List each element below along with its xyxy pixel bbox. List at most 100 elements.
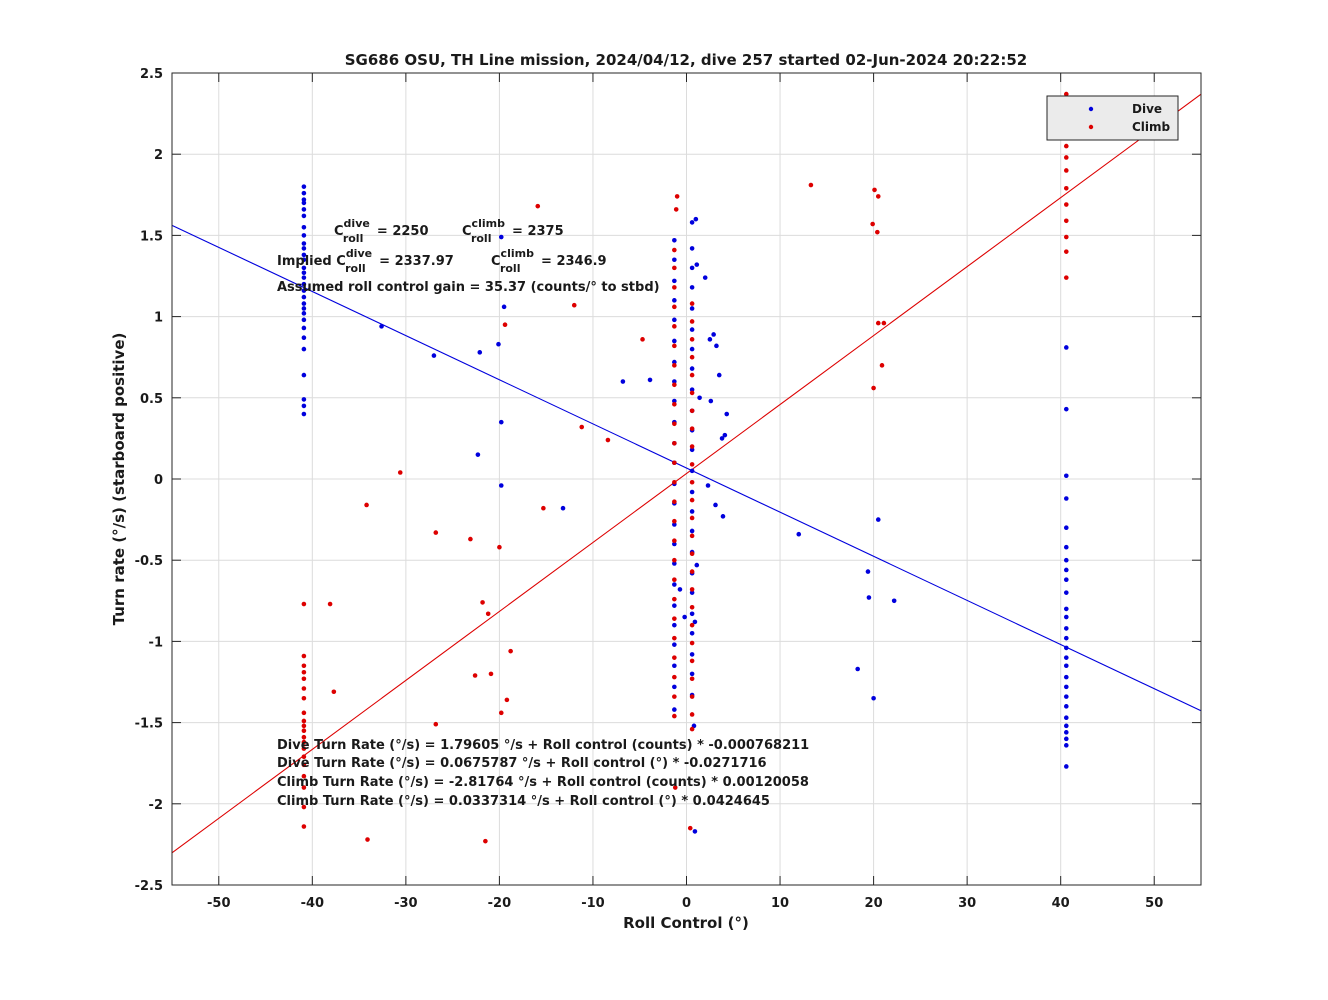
climb-point — [535, 203, 541, 209]
legend-climb-marker — [1088, 124, 1094, 130]
climb-point — [327, 601, 333, 607]
dive-point — [875, 517, 881, 522]
climb-point — [1063, 202, 1069, 207]
dive-point — [871, 695, 876, 701]
climb-point — [672, 518, 677, 524]
climb-point — [672, 616, 677, 621]
data-points — [301, 91, 1069, 844]
dive-point — [716, 372, 722, 378]
climb-point — [605, 437, 611, 443]
dive-point — [379, 324, 384, 329]
dive-point — [689, 246, 695, 251]
dive-point — [1063, 674, 1069, 680]
climb-point — [301, 663, 307, 669]
dive-point — [301, 270, 307, 276]
climb-point — [672, 713, 677, 719]
dive-point — [722, 432, 728, 438]
dive-point — [301, 288, 307, 293]
dive-point — [1063, 345, 1069, 350]
fit-equations: Dive Turn Rate (°/s) = 1.79605 °/s + Rol… — [277, 738, 809, 809]
dive-point — [689, 265, 695, 271]
climb-point — [672, 304, 677, 310]
climb-point — [808, 182, 814, 188]
climb-point — [301, 773, 307, 779]
dive-point — [301, 252, 307, 258]
dive-point — [672, 317, 677, 323]
dive-point — [689, 611, 695, 617]
x-tick-label: 40 — [1052, 896, 1070, 911]
dive-point — [620, 379, 626, 384]
dive-point — [301, 301, 307, 306]
climb-point — [485, 611, 491, 617]
dive-point — [672, 622, 677, 628]
climb-point — [672, 265, 677, 271]
dive-point — [301, 200, 307, 206]
climb-point — [301, 785, 307, 790]
dive-point — [672, 338, 677, 344]
x-tick-label: 10 — [771, 896, 789, 911]
dive-point — [301, 294, 307, 300]
climb-point — [571, 302, 577, 308]
climb-point — [364, 502, 369, 508]
legend-dive-label: Dive — [1132, 102, 1162, 116]
y-tick-label: 1.5 — [140, 229, 163, 244]
climb-point — [689, 694, 695, 699]
climb-point — [498, 710, 504, 716]
y-tick-label: 0.5 — [140, 392, 163, 407]
dive-point — [672, 257, 677, 263]
equation-dive-degrees: Dive Turn Rate (°/s) = 0.0675787 °/s + R… — [277, 756, 767, 771]
climb-point — [689, 551, 695, 557]
dive-point — [672, 561, 677, 566]
climb-point — [1063, 234, 1069, 240]
dive-point — [689, 447, 695, 453]
climb-point — [689, 569, 695, 574]
dive-point — [672, 684, 677, 690]
climb-point — [301, 695, 307, 701]
dive-point — [301, 325, 307, 331]
climb-point — [397, 470, 403, 475]
dive-point — [301, 190, 307, 196]
climb-point — [331, 689, 337, 695]
implied-prefix: Implied — [277, 254, 332, 269]
climb-point — [689, 726, 695, 732]
climb-point — [1063, 218, 1069, 224]
climb-point — [301, 653, 307, 659]
dive-series — [301, 184, 1069, 834]
climb-point — [301, 734, 307, 740]
climb-point — [879, 363, 885, 368]
dive-point — [689, 387, 695, 392]
climb-point — [472, 673, 478, 678]
dive-point — [689, 590, 695, 595]
chart-title: SG686 OSU, TH Line mission, 2024/04/12, … — [345, 51, 1028, 69]
dive-point — [1063, 645, 1069, 651]
dive-point — [1063, 590, 1069, 595]
dive-point — [693, 216, 699, 222]
dive-point — [689, 285, 695, 290]
climb-point — [301, 723, 307, 729]
climb-point — [689, 426, 695, 431]
climb-point — [579, 424, 585, 430]
climb-point — [689, 712, 695, 717]
climb-point — [672, 247, 677, 253]
dive-point — [694, 262, 700, 267]
dive-point — [1063, 655, 1069, 660]
climb-point — [672, 479, 677, 485]
climb-point — [872, 187, 877, 193]
dive-point — [672, 663, 677, 669]
climb-point — [672, 401, 677, 407]
dive-point — [689, 366, 695, 371]
dive-point — [1063, 544, 1069, 550]
equation-climb-degrees: Climb Turn Rate (°/s) = 0.0337314 °/s + … — [277, 794, 770, 809]
c-climb-value: 2375 — [527, 224, 563, 239]
x-tick-label: -50 — [207, 896, 231, 911]
dive-point — [865, 569, 871, 574]
climb-point — [502, 322, 508, 328]
dive-point — [501, 304, 507, 310]
dive-point — [301, 213, 307, 219]
dive-point — [301, 403, 307, 409]
c-dive-value: 2250 — [392, 224, 428, 239]
climb-point — [433, 721, 439, 727]
climb-point — [480, 600, 485, 605]
x-tick-label: -10 — [581, 896, 605, 911]
x-axis-label: Roll Control (°) — [623, 914, 749, 932]
